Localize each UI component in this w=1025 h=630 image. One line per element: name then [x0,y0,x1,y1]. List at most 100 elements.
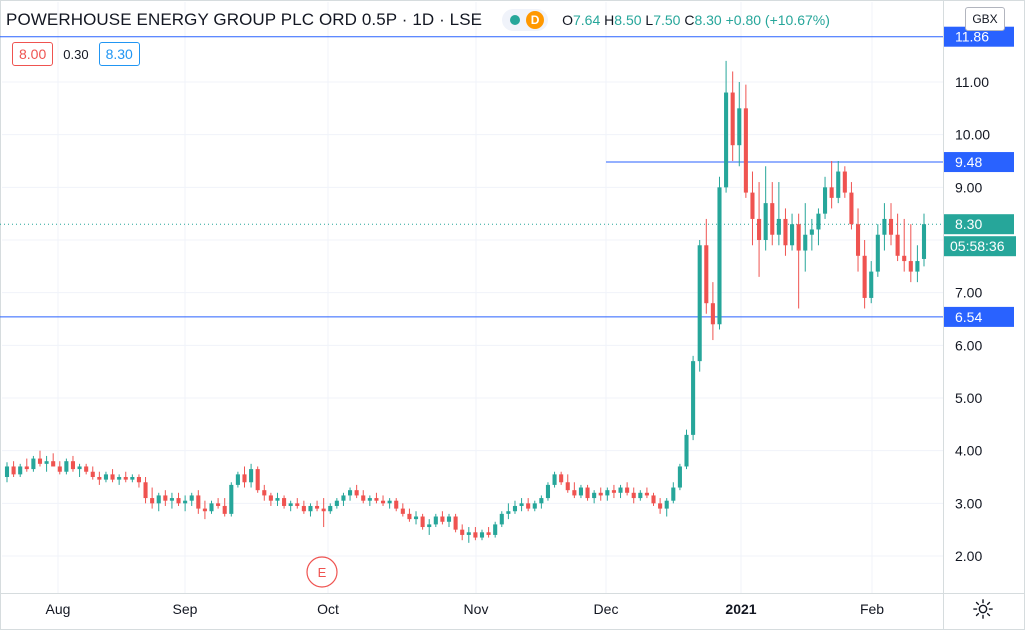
candle-body[interactable] [704,245,709,304]
candle-body[interactable] [103,474,109,480]
gear-icon[interactable] [972,598,994,620]
candle-body[interactable] [479,532,485,538]
candle-body[interactable] [730,92,735,146]
candle-body[interactable] [743,108,748,193]
ask-price-box[interactable]: 8.30 [98,42,140,66]
candle-body[interactable] [183,500,188,504]
candle-body[interactable] [855,224,861,256]
candle-body[interactable] [268,495,273,501]
candle-body[interactable] [545,484,551,499]
candle-body[interactable] [44,461,49,464]
candle-body[interactable] [97,477,102,480]
candle-body[interactable] [526,503,531,509]
candle-body[interactable] [796,224,801,251]
candle-body[interactable] [836,171,841,198]
candle-body[interactable] [367,498,372,501]
candle-body[interactable] [862,255,867,298]
earnings-marker[interactable] [306,556,338,588]
candle-body[interactable] [638,492,643,499]
candle-body[interactable] [737,108,742,146]
candle-body[interactable] [671,487,676,501]
candle-body[interactable] [64,461,69,472]
candle-body[interactable] [400,508,405,514]
candle-body[interactable] [790,224,795,246]
candle-body[interactable] [123,477,128,480]
candle-body[interactable] [618,487,623,493]
candle-body[interactable] [585,487,590,499]
candle-body[interactable] [908,261,913,272]
candle-body[interactable] [677,466,682,488]
candle-body[interactable] [605,490,610,496]
candle-body[interactable] [57,466,62,472]
candle-body[interactable] [262,490,267,496]
candle-body[interactable] [658,503,663,509]
candle-body[interactable] [552,474,557,485]
candle-body[interactable] [882,218,887,235]
candle-body[interactable] [255,469,260,491]
candle-body[interactable] [822,187,828,214]
candle-body[interactable] [783,218,788,246]
candle-body[interactable] [427,524,432,528]
candle-body[interactable] [631,492,636,499]
candle-body[interactable] [394,500,399,509]
candle-body[interactable] [902,255,907,262]
candle-body[interactable] [816,213,821,230]
candle-body[interactable] [803,234,808,251]
candle-body[interactable] [433,516,438,525]
candle-body[interactable] [31,458,36,470]
candle-body[interactable] [776,218,781,235]
candle-body[interactable] [315,505,320,509]
candle-body[interactable] [334,500,339,506]
candle-body[interactable] [249,469,254,483]
candle-body[interactable] [572,490,577,496]
candle-body[interactable] [4,466,10,477]
candle-body[interactable] [592,492,597,499]
candle-body[interactable] [150,498,155,504]
candle-body[interactable] [354,490,359,496]
candle-body[interactable] [24,466,29,470]
candle-body[interactable] [407,513,412,520]
candle-body[interactable] [757,218,762,240]
candle-body[interactable] [143,482,148,499]
candle-body[interactable] [697,245,702,362]
candle-body[interactable] [295,503,300,506]
candle-body[interactable] [559,474,564,483]
candle-body[interactable] [130,477,135,480]
candle-body[interactable] [849,192,854,225]
candle-body[interactable] [156,495,161,504]
candle-body[interactable] [361,495,366,501]
candle-body[interactable] [888,218,894,235]
candle-body[interactable] [90,471,95,477]
candle-body[interactable] [196,495,201,509]
candle-body[interactable] [341,495,346,501]
candle-body[interactable] [242,474,247,483]
candle-body[interactable] [209,503,214,512]
candle-body[interactable] [282,498,287,506]
candle-body[interactable] [506,511,511,514]
candle-body[interactable] [176,498,181,504]
candle-body[interactable] [611,490,616,493]
candle-body[interactable] [915,261,920,272]
candle-body[interactable] [288,503,293,506]
candle-body[interactable] [486,532,491,535]
candle-body[interactable] [222,505,227,514]
candle-body[interactable] [750,192,755,219]
candle-body[interactable] [466,532,471,535]
candle-body[interactable] [532,503,537,509]
candle-body[interactable] [11,466,16,475]
candle-body[interactable] [37,458,43,464]
candle-body[interactable] [84,466,89,472]
candle-body[interactable] [598,492,603,496]
candle-body[interactable] [644,492,649,496]
symbol-title[interactable]: POWERHOUSE ENERGY GROUP PLC ORD 0.5P · 1… [6,10,483,29]
candle-body[interactable] [229,484,234,514]
candle-body[interactable] [895,234,900,256]
candle-body[interactable] [117,477,122,480]
candle-body[interactable] [202,508,207,512]
candle-body[interactable] [70,461,76,470]
candle-body[interactable] [809,229,814,235]
candle-body[interactable] [440,516,445,522]
candle-body[interactable] [473,532,478,538]
candle-body[interactable] [446,516,452,522]
candle-body[interactable] [77,466,82,470]
